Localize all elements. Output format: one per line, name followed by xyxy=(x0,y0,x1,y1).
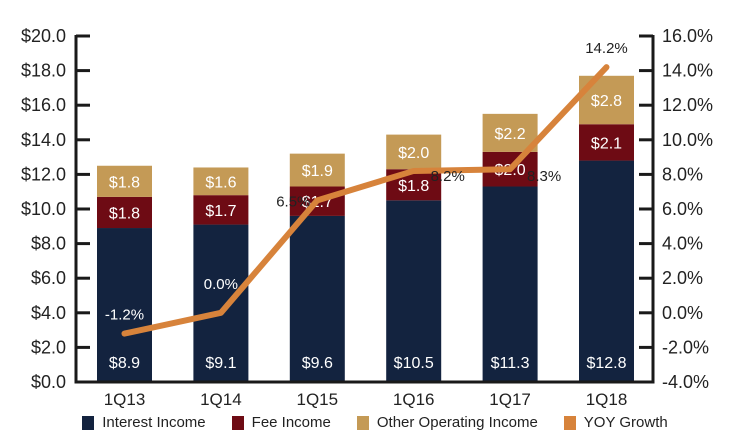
bar-label-interest-income: $12.8 xyxy=(586,355,626,372)
yoy-growth-label: 0.0% xyxy=(204,276,238,293)
left-axis-tick-label: $14.0 xyxy=(21,130,66,150)
yoy-growth-label: -1.2% xyxy=(105,307,144,324)
legend-label: Fee Income xyxy=(251,414,331,431)
bar-label-other-operating-income: $2.8 xyxy=(591,93,622,110)
yoy-growth-line xyxy=(121,64,610,337)
bar-label-interest-income: $9.6 xyxy=(302,355,333,372)
legend-swatch-yoy-growth xyxy=(563,415,576,430)
x-axis-category-label: 1Q16 xyxy=(393,390,435,409)
legend-swatch-other-operating-income xyxy=(356,415,369,430)
left-axis-tick-label: $20.0 xyxy=(21,26,66,46)
right-axis-tick-label: 16.0% xyxy=(662,26,713,46)
bar-interest-income xyxy=(289,215,345,382)
bar-label-fee-income: $1.8 xyxy=(398,178,429,195)
x-axis-category-label: 1Q14 xyxy=(200,390,242,409)
right-axis-tick-label: 0.0% xyxy=(662,303,703,323)
left-axis-tick-label: $18.0 xyxy=(21,61,66,81)
x-axis-category-label: 1Q15 xyxy=(297,390,339,409)
legend-swatch-interest-income xyxy=(82,415,95,430)
yoy-growth-label: 8.3% xyxy=(527,168,561,185)
yoy-growth-label: 14.2% xyxy=(585,40,628,57)
left-axis-tick-label: $12.0 xyxy=(21,164,66,184)
bar-interest-income xyxy=(97,228,152,382)
legend-label: Other Operating Income xyxy=(376,414,538,431)
bar-other-operating-income xyxy=(386,134,442,170)
right-axis-tick-label: 12.0% xyxy=(662,95,713,115)
legend: Interest Income Fee Income Other Operati… xyxy=(0,414,750,431)
bar-label-other-operating-income: $2.0 xyxy=(398,145,429,162)
left-axis-tick-label: $2.0 xyxy=(31,337,66,357)
right-axis-tick-label: -2.0% xyxy=(662,337,709,357)
bar-label-fee-income: $1.7 xyxy=(205,203,236,220)
bar-label-other-operating-income: $1.8 xyxy=(109,174,140,191)
right-axis-tick-label: 10.0% xyxy=(662,130,713,150)
yoy-growth-label: 8.2% xyxy=(431,168,465,185)
bar-interest-income xyxy=(579,160,634,382)
left-axis-tick-label: $4.0 xyxy=(31,303,66,323)
x-axis-category-label: 1Q13 xyxy=(104,390,146,409)
yoy-growth-label: 6.5% xyxy=(276,193,310,210)
bar-interest-income xyxy=(482,186,538,382)
right-axis-tick-label: 8.0% xyxy=(662,164,703,184)
bar-other-operating-income xyxy=(289,153,345,187)
bar-fee-income xyxy=(193,195,249,225)
bar-label-fee-income: $2.1 xyxy=(591,135,622,152)
bar-label-interest-income: $8.9 xyxy=(109,355,140,372)
legend-swatch-fee-income xyxy=(231,415,244,430)
legend-label: Interest Income xyxy=(102,414,206,431)
right-axis-tick-label: -4.0% xyxy=(662,372,709,392)
left-axis-tick-label: $0.0 xyxy=(31,372,66,392)
right-axis-tick-label: 4.0% xyxy=(662,234,703,254)
x-axis-category-label: 1Q18 xyxy=(586,390,628,409)
bar-interest-income xyxy=(386,200,442,382)
bar-fee-income xyxy=(579,124,634,161)
right-axis-tick-label: 14.0% xyxy=(662,61,713,81)
bar-label-fee-income: $1.8 xyxy=(109,205,140,222)
bar-label-other-operating-income: $2.2 xyxy=(495,126,526,143)
left-axis-tick-label: $16.0 xyxy=(21,95,66,115)
legend-item-fee-income: Fee Income xyxy=(231,414,331,431)
bar-other-operating-income xyxy=(97,165,152,197)
bar-other-operating-income xyxy=(193,167,249,196)
right-axis-tick-label: 6.0% xyxy=(662,199,703,219)
left-axis-tick-label: $6.0 xyxy=(31,268,66,288)
bar-interest-income xyxy=(193,224,249,382)
bar-fee-income xyxy=(97,196,152,229)
right-axis-tick-label: 2.0% xyxy=(662,268,703,288)
left-axis-tick-label: $8.0 xyxy=(31,234,66,254)
legend-label: YOY Growth xyxy=(583,414,668,431)
x-axis-category-label: 1Q17 xyxy=(489,390,531,409)
bar-label-other-operating-income: $1.6 xyxy=(205,174,236,191)
bar-label-other-operating-income: $1.9 xyxy=(302,163,333,180)
bar-label-interest-income: $11.3 xyxy=(491,355,530,372)
legend-item-other-operating-income: Other Operating Income xyxy=(356,414,538,431)
legend-item-interest-income: Interest Income xyxy=(82,414,206,431)
legend-item-yoy-growth: YOY Growth xyxy=(563,414,668,431)
left-axis-tick-label: $10.0 xyxy=(21,199,66,219)
bar-label-interest-income: $10.5 xyxy=(394,355,434,372)
bar-label-interest-income: $9.1 xyxy=(205,355,236,372)
